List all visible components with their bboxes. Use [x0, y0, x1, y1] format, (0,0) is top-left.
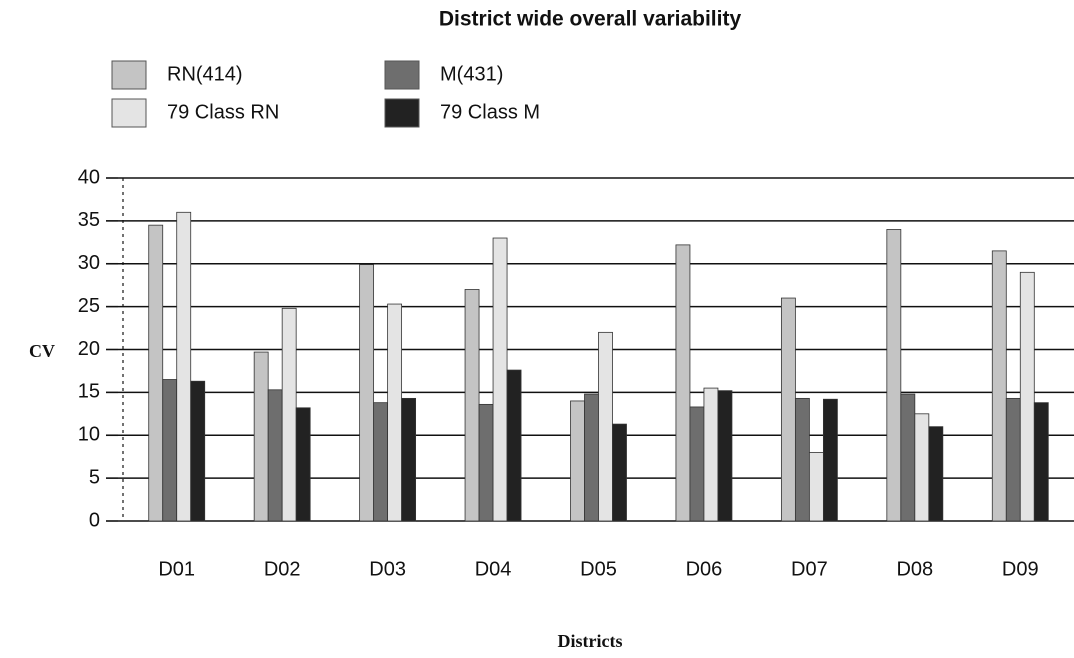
- y-tick-label: 5: [89, 466, 100, 488]
- bar: [190, 380, 206, 522]
- x-tick-label: D01: [158, 558, 195, 580]
- x-tick-label: D06: [686, 558, 723, 580]
- bar: [373, 402, 389, 522]
- y-tick-label: 20: [78, 338, 100, 360]
- bar: [598, 331, 613, 522]
- x-tick-label: D04: [475, 558, 512, 580]
- bar: [401, 397, 417, 522]
- y-tick-label: 40: [78, 166, 100, 188]
- legend-swatch: [111, 98, 147, 128]
- x-axis-label: Districts: [558, 631, 623, 651]
- bar: [570, 400, 585, 522]
- bar: [148, 224, 164, 522]
- bar: [612, 423, 627, 522]
- bar: [794, 397, 810, 522]
- x-tick-label: D07: [791, 558, 828, 580]
- legend-swatch: [111, 60, 147, 90]
- bar: [822, 398, 838, 522]
- bar: [689, 406, 705, 522]
- bar: [914, 413, 930, 522]
- bar: [780, 297, 796, 522]
- y-tick-label: 15: [78, 381, 100, 403]
- bar: [717, 390, 733, 522]
- legend-label: RN(414): [167, 63, 243, 85]
- bar: [387, 303, 403, 522]
- bar: [359, 264, 375, 522]
- y-tick-label: 25: [78, 295, 100, 317]
- bar: [464, 289, 480, 522]
- legend-label: 79 Class M: [440, 101, 540, 123]
- bar: [703, 387, 719, 522]
- y-tick-label: 35: [78, 209, 100, 231]
- x-tick-label: D09: [1002, 558, 1039, 580]
- bar: [253, 351, 269, 522]
- bar: [991, 250, 1007, 522]
- bar: [281, 307, 297, 522]
- bar: [584, 393, 599, 522]
- x-tick-label: D02: [264, 558, 301, 580]
- bar: [900, 393, 916, 522]
- bar: [176, 211, 192, 522]
- y-tick-label: 30: [78, 252, 100, 274]
- bar: [928, 426, 944, 522]
- bar: [295, 407, 311, 522]
- bar: [267, 389, 283, 522]
- bar: [1005, 397, 1021, 522]
- bar: [1019, 271, 1035, 522]
- x-tick-label: D03: [369, 558, 406, 580]
- bar: [506, 369, 522, 522]
- bar: [492, 237, 508, 522]
- bar: [808, 451, 824, 522]
- y-tick-label: 10: [78, 424, 100, 446]
- bar: [478, 403, 494, 522]
- y-axis-label: CV: [29, 341, 55, 361]
- bar: [162, 379, 178, 522]
- y-tick-label: 0: [89, 509, 100, 531]
- x-tick-label: D05: [580, 558, 617, 580]
- x-tick-label: D08: [896, 558, 933, 580]
- chart-title: District wide overall variability: [439, 8, 742, 31]
- legend-label: 79 Class RN: [167, 101, 279, 123]
- legend-swatch: [384, 60, 420, 90]
- legend-label: M(431): [440, 63, 503, 85]
- legend-swatch: [384, 98, 420, 128]
- bar: [1033, 402, 1049, 522]
- bar: [886, 229, 902, 522]
- bar: [675, 244, 691, 522]
